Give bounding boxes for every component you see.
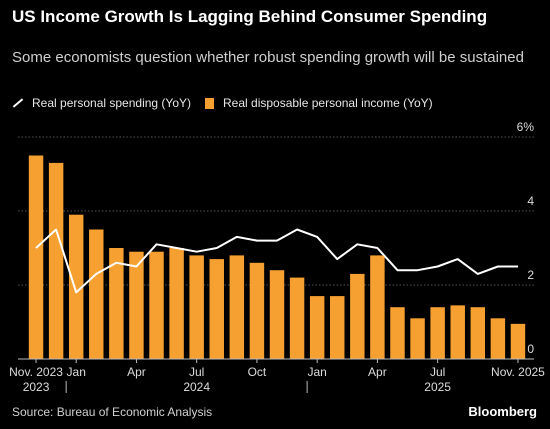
income-bar bbox=[28, 155, 44, 359]
x-tick-label: Apr bbox=[368, 365, 387, 379]
chart-title: US Income Growth Is Lagging Behind Consu… bbox=[12, 7, 488, 26]
income-bar bbox=[510, 323, 526, 359]
bar-swatch-icon bbox=[205, 97, 214, 109]
income-bar bbox=[390, 307, 405, 359]
income-bar bbox=[289, 277, 305, 359]
x-tick-label: Jan bbox=[307, 365, 326, 379]
x-year-label: 2024 bbox=[183, 380, 210, 394]
income-bar bbox=[370, 255, 385, 359]
x-tick-label: Apr bbox=[127, 365, 146, 379]
income-bar bbox=[48, 162, 64, 359]
chart-legend: Real personal spending (YoY) Real dispos… bbox=[12, 96, 447, 110]
income-bar bbox=[89, 229, 104, 359]
income-bar bbox=[309, 296, 325, 359]
income-bar bbox=[470, 307, 486, 359]
income-bar bbox=[350, 273, 365, 359]
y-tick-label: 4 bbox=[527, 194, 534, 208]
spending-line bbox=[35, 228, 518, 294]
x-tick-label: Jul bbox=[430, 365, 445, 379]
legend-item-spending: Real personal spending (YoY) bbox=[12, 96, 191, 110]
chart-subtitle: Some economists question whether robust … bbox=[12, 49, 524, 66]
source-note: Source: Bureau of Economic Analysis bbox=[12, 405, 213, 419]
income-bar bbox=[330, 296, 345, 359]
income-bar bbox=[68, 214, 84, 359]
y-tick-label: 6% bbox=[517, 120, 535, 134]
income-bar bbox=[129, 251, 144, 359]
x-year-label: 2025 bbox=[424, 380, 451, 394]
income-bar bbox=[169, 248, 184, 359]
income-bar bbox=[109, 248, 124, 359]
x-tick-label: Nov. 2025 bbox=[491, 365, 545, 379]
legend-item-income: Real disposable personal income (YoY) bbox=[205, 96, 433, 110]
income-bar bbox=[149, 251, 164, 359]
income-bar bbox=[189, 255, 204, 359]
x-tick-label: Jul bbox=[189, 365, 204, 379]
income-bar bbox=[430, 307, 445, 359]
legend-label-spending: Real personal spending (YoY) bbox=[32, 96, 191, 110]
legend-label-income: Real disposable personal income (YoY) bbox=[223, 96, 433, 110]
income-bar bbox=[269, 270, 285, 359]
brand-logo: Bloomberg bbox=[468, 404, 537, 419]
y-tick-label: 0 bbox=[527, 342, 534, 356]
income-bar bbox=[209, 259, 224, 359]
income-bar bbox=[229, 255, 245, 359]
x-tick-label: Jan bbox=[67, 365, 86, 379]
income-bar bbox=[410, 318, 425, 359]
x-year-label: 2023 bbox=[23, 380, 50, 394]
income-bar bbox=[450, 305, 465, 359]
x-tick-label: Oct bbox=[248, 365, 267, 379]
income-bar bbox=[490, 318, 506, 359]
income-bar bbox=[249, 262, 265, 359]
y-tick-label: 2 bbox=[527, 268, 534, 282]
x-tick-label: Nov. 2023 bbox=[9, 365, 63, 379]
